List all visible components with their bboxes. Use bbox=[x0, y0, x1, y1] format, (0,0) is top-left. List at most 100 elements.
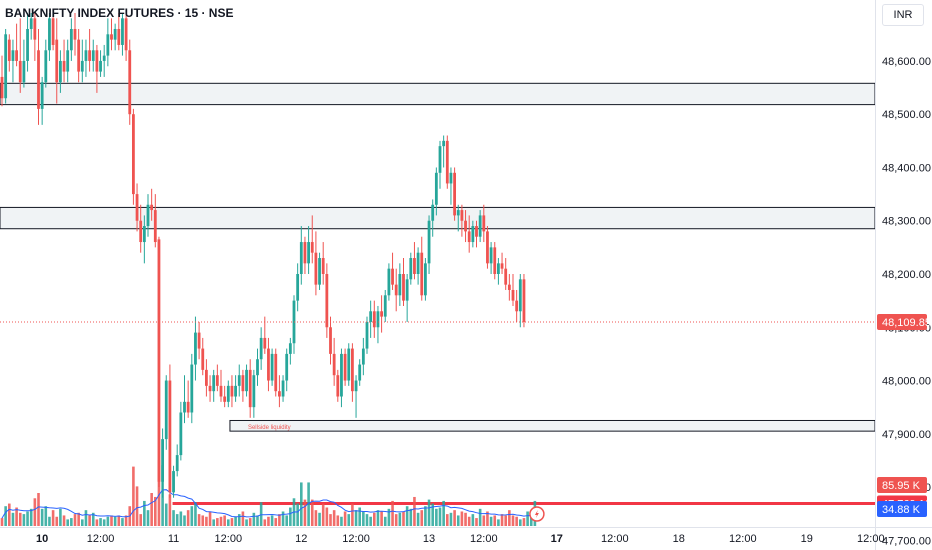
candle-body bbox=[106, 34, 110, 56]
candle-body bbox=[332, 353, 336, 376]
candle-body bbox=[380, 311, 383, 317]
candle-body bbox=[164, 380, 168, 440]
candle-body bbox=[281, 380, 285, 397]
candle-body bbox=[69, 28, 73, 51]
volume-bar bbox=[186, 510, 190, 526]
candle-body bbox=[11, 50, 15, 61]
time-axis[interactable]: 10 12:00 11 12:00 12 12:00 13 12:00 17 12:00 18 12:… bbox=[0, 506, 932, 545]
volume-bar bbox=[270, 515, 274, 526]
candle-body bbox=[493, 247, 497, 274]
candle-body bbox=[303, 242, 307, 264]
volume-bar bbox=[508, 510, 511, 526]
time-tick-label: 19 bbox=[801, 533, 813, 545]
volume-bar bbox=[329, 514, 332, 526]
candle-body bbox=[88, 50, 91, 61]
volume-bar bbox=[446, 514, 449, 526]
volume-bar bbox=[515, 516, 518, 526]
candle-body bbox=[22, 60, 26, 83]
volume-tag: 85.95 K bbox=[882, 480, 921, 492]
volume-bar bbox=[132, 466, 135, 526]
candle-body bbox=[62, 60, 66, 72]
candle-body bbox=[113, 28, 117, 40]
volume-bar bbox=[310, 499, 314, 526]
symbol-title[interactable]: BANKNIFTY INDEX FUTURES · 15 · NSE bbox=[5, 6, 234, 20]
time-tick-label: 12:00 bbox=[470, 533, 498, 545]
candle-body bbox=[212, 375, 216, 392]
candle-body bbox=[18, 60, 22, 83]
volume-bar bbox=[435, 508, 438, 526]
volume-bar bbox=[307, 482, 310, 526]
volume-bar bbox=[168, 494, 172, 526]
volume-bar bbox=[0, 518, 4, 526]
candle-body bbox=[336, 375, 340, 397]
volume-bar bbox=[303, 499, 307, 526]
volume-bar bbox=[438, 507, 442, 526]
price-tick-label: 48,300.00 bbox=[882, 216, 931, 228]
price-tick-label: 48,500.00 bbox=[882, 109, 931, 121]
volume-bar bbox=[380, 511, 383, 526]
candle-body bbox=[208, 385, 212, 392]
last-price-tag: 48,109.85 bbox=[882, 317, 931, 329]
candle-body bbox=[15, 50, 18, 61]
candle-body bbox=[475, 226, 478, 237]
volume-bar bbox=[526, 511, 529, 526]
candle-body bbox=[172, 471, 175, 493]
volume-bar bbox=[486, 511, 489, 526]
volume-bar bbox=[179, 511, 183, 526]
candle-body bbox=[409, 258, 413, 280]
zone-box bbox=[0, 206, 876, 230]
volume-bar bbox=[522, 518, 526, 526]
price-tick-label: 47,900.00 bbox=[882, 429, 931, 441]
volume-bar bbox=[234, 516, 237, 526]
candle-body bbox=[128, 50, 132, 115]
volume-bar bbox=[37, 493, 40, 526]
volume-bar bbox=[154, 496, 157, 526]
candle-body bbox=[405, 279, 409, 301]
volume-bar bbox=[33, 498, 37, 526]
price-scale[interactable]: 48,600.00 48,500.00 48,400.00 48,300.00 48,2… bbox=[875, 0, 931, 550]
volume-ma-tag-bg bbox=[877, 501, 927, 517]
time-tick-label: 12:00 bbox=[729, 533, 757, 545]
candle-body bbox=[504, 268, 508, 285]
candle-body bbox=[507, 284, 511, 290]
volume-bar bbox=[340, 516, 343, 526]
volume-bar bbox=[241, 511, 245, 526]
volume-bar bbox=[88, 515, 91, 526]
candle-body bbox=[37, 50, 40, 109]
candle-body bbox=[267, 348, 270, 381]
volume-bar bbox=[489, 516, 493, 526]
candle-body bbox=[248, 369, 252, 408]
volume-bar bbox=[387, 508, 391, 526]
volume-ma-tag: 34.88 K bbox=[882, 504, 921, 516]
volume-bar bbox=[183, 515, 186, 526]
price-tick-label: 48,600.00 bbox=[882, 56, 931, 68]
volume-bar bbox=[230, 518, 234, 526]
volume-bar bbox=[143, 500, 146, 526]
zones-layer: Sellside liquidity bbox=[0, 82, 876, 432]
candle-body bbox=[325, 274, 329, 328]
candle-body bbox=[219, 385, 223, 397]
volume-bar bbox=[343, 511, 347, 526]
currency-button[interactable]: INR bbox=[882, 4, 924, 26]
volume-bar bbox=[420, 510, 424, 526]
volume-bar bbox=[289, 507, 292, 526]
volume-bar bbox=[398, 512, 402, 526]
volume-bar bbox=[40, 508, 44, 526]
volume-bar bbox=[164, 503, 168, 526]
candle-body bbox=[478, 215, 482, 237]
volume-bar bbox=[245, 519, 248, 526]
volume-bar bbox=[504, 515, 507, 526]
volume-bar bbox=[194, 502, 197, 526]
candle-body bbox=[369, 311, 373, 322]
price-tick-label: 47,700.00 bbox=[882, 535, 931, 547]
candle-body bbox=[245, 369, 248, 392]
time-tick-label: 12:00 bbox=[342, 533, 370, 545]
candle-body bbox=[26, 28, 29, 61]
candle-body bbox=[329, 327, 332, 354]
volume-bar bbox=[478, 508, 482, 526]
volume-bar bbox=[18, 512, 22, 526]
candle-body bbox=[453, 172, 456, 216]
volume-bar bbox=[59, 508, 62, 526]
volume-bar bbox=[216, 518, 219, 526]
